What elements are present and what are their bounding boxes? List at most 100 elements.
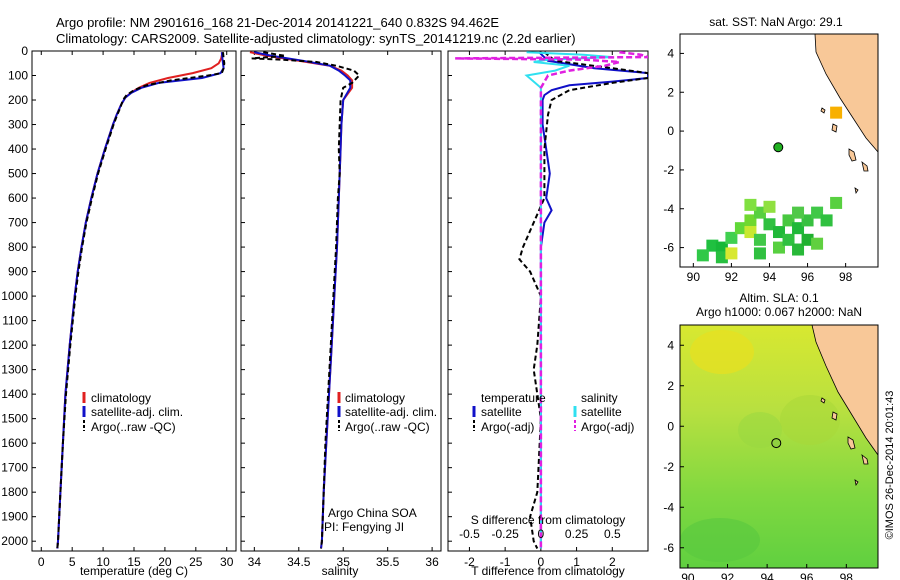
difference-ticks: -2 -1 0 1 2 xyxy=(464,51,616,569)
depth-tick-label: 100 xyxy=(8,69,28,83)
legend-satellite-label: satellite-adj. clim. xyxy=(345,405,437,419)
sumatra-land xyxy=(814,34,878,153)
depth-tick-label: 1800 xyxy=(1,485,28,499)
s-tick-label: -0.25 xyxy=(491,527,519,541)
s-difference-tick-labels: -0.5 -0.25 0 0.25 0.5 xyxy=(459,527,621,541)
s-tick-label: -0.5 xyxy=(459,527,480,541)
x-tick-label: 35.5 xyxy=(376,555,400,569)
legend-argo-label: Argo(..raw -QC) xyxy=(91,420,176,434)
sla-map-high-anomaly xyxy=(690,330,754,374)
series-line-argo-raw-qc- xyxy=(56,52,226,549)
salinity-legend: climatology satellite-adj. clim. Argo(..… xyxy=(337,391,437,434)
series-line-climatology xyxy=(56,52,224,549)
sst-map-panel: sat. SST: NaN Argo: 29.1 90 92 94 96 98 -6 -4 -… xyxy=(663,15,879,284)
map-y-tick-label: 2 xyxy=(667,85,674,99)
temperature-lines xyxy=(56,52,226,549)
x-tick-label: 20 xyxy=(158,555,172,569)
map-y-tick-label: -2 xyxy=(663,460,674,474)
sst-pixel xyxy=(763,218,776,231)
legend-s-argo-label: Argo(-adj) xyxy=(581,420,634,434)
x-tick-label: 30 xyxy=(220,555,234,569)
sla-map-anomaly xyxy=(780,395,840,445)
map-y-tick-label: -6 xyxy=(663,241,674,255)
x-tick-label: 15 xyxy=(127,555,141,569)
depth-tick-label: 1100 xyxy=(2,314,28,328)
legend-climatology-label: climatology xyxy=(345,391,405,405)
map-y-tick-label: -4 xyxy=(663,202,674,216)
sst-pixel xyxy=(801,233,814,246)
depth-tick-label: 200 xyxy=(8,93,28,107)
series-line-argo-raw-qc- xyxy=(251,51,361,549)
depth-tick-label: 1400 xyxy=(1,387,28,401)
temperature-xlabel: temperature (deg C) xyxy=(80,564,188,578)
s-tick-label: 0 xyxy=(538,527,545,541)
sst-pixel xyxy=(792,206,805,219)
map-y-tick-label: 4 xyxy=(667,46,674,60)
sst-map-frame xyxy=(679,33,879,268)
x-tick-label: 34 xyxy=(248,555,262,569)
legend-t-satellite-label: satellite xyxy=(481,405,522,419)
sst-pixel xyxy=(744,198,757,211)
sla-map-subtitle: Argo h1000: 0.067 h2000: NaN xyxy=(696,305,862,319)
s-difference-label: S difference from climatology xyxy=(471,513,626,527)
map-x-tick-label: 96 xyxy=(801,270,815,284)
sst-pixel xyxy=(744,226,757,239)
map-y-tick-label: 4 xyxy=(667,338,674,352)
sst-pixel xyxy=(811,237,824,250)
depth-tick-label: 1000 xyxy=(1,289,28,303)
map-y-tick-label: -2 xyxy=(663,163,674,177)
argo-agency-annotation: Argo China SOA xyxy=(328,506,417,520)
sla-map-islands xyxy=(820,397,869,487)
sla-map-frame xyxy=(679,324,879,569)
map-x-tick-label: 96 xyxy=(800,571,814,580)
sst-pixel xyxy=(830,106,843,119)
sst-pixel xyxy=(792,243,805,256)
map-x-tick-label: 98 xyxy=(839,270,853,284)
figure-title-line2: Climatology: CARS2009. Satellite-adjuste… xyxy=(56,31,576,46)
legend-argo-label: Argo(..raw -QC) xyxy=(345,420,430,434)
sst-pixel xyxy=(753,247,766,260)
map-y-tick-label: -4 xyxy=(663,500,674,514)
map-x-tick-label: 98 xyxy=(840,571,854,580)
depth-tick-label: 800 xyxy=(8,240,28,254)
sst-pixel xyxy=(734,222,747,235)
x-tick-label: 35 xyxy=(337,555,351,569)
depth-ticks: 0 100 200 300 400 500 600 700 800 900 1000 1100 1200… xyxy=(1,44,452,548)
map-x-tick-label: 92 xyxy=(725,270,739,284)
series-line-s-argo-adj- xyxy=(455,51,648,549)
x-tick-label: -1 xyxy=(500,555,511,569)
depth-tick-label: 1300 xyxy=(1,363,28,377)
sst-pixel xyxy=(830,196,843,209)
sst-pixel xyxy=(782,214,795,227)
sst-pixel xyxy=(773,226,785,239)
sst-map-argo-point xyxy=(773,142,784,153)
depth-tick-label: 400 xyxy=(8,142,28,156)
sst-pixel xyxy=(773,241,785,254)
series-line-t-satellite xyxy=(538,51,648,549)
x-tick-label: 5 xyxy=(69,555,76,569)
x-tick-label: 25 xyxy=(189,555,203,569)
x-tick-label: -2 xyxy=(464,555,475,569)
depth-tick-label: 300 xyxy=(8,118,28,132)
sst-map-islands xyxy=(820,107,869,195)
sst-pixel xyxy=(725,231,738,244)
x-tick-label: 10 xyxy=(96,555,110,569)
legend-t-argo-label: Argo(-adj) xyxy=(481,420,534,434)
sst-map-pixels xyxy=(696,106,843,264)
difference-legend: temperature salinity satellite Argo(-adj… xyxy=(472,391,634,434)
sst-pixel xyxy=(753,206,766,219)
sla-map-anomaly xyxy=(738,412,782,448)
map-y-tick-label: -6 xyxy=(663,541,674,555)
series-line-satellite-adj-clim- xyxy=(254,51,352,549)
temperature-legend: climatology satellite-adj. clim. Argo(..… xyxy=(82,391,183,434)
depth-tick-label: 1900 xyxy=(1,510,28,524)
argo-pi-annotation: PI: Fengying JI xyxy=(324,520,404,534)
depth-tick-label: 1500 xyxy=(1,412,28,426)
depth-tick-label: 500 xyxy=(8,167,28,181)
imos-timestamp-label: ©IMOS 26-Dec-2014 20:01:43 xyxy=(884,391,896,540)
legend-temperature-title: temperature xyxy=(481,391,546,405)
salinity-axes-frame xyxy=(240,50,442,552)
sst-pixel xyxy=(782,233,795,246)
map-x-tick-label: 90 xyxy=(681,571,695,580)
sst-pixel xyxy=(744,214,757,227)
